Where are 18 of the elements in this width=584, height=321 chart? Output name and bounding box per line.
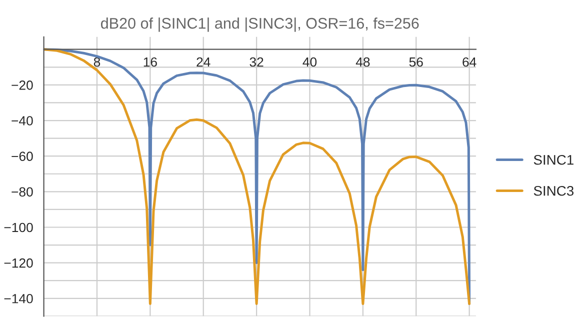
y-tick-label: −20 [12,80,33,90]
y-tick-label: −140 [4,294,33,304]
y-tick-label: −60 [12,152,33,162]
y-tick-label: −40 [12,116,33,126]
x-tick-label: 16 [144,57,157,67]
x-tick-label: 48 [356,57,370,67]
x-tick-label: 32 [250,57,264,67]
y-tick-label: −80 [12,187,33,197]
x-tick-label: 8 [94,57,100,67]
chart-title: dB20 of |SINC1| and |SINC3|, OSR=16, fs=256 [100,18,419,32]
x-tick-label: 56 [409,57,423,67]
x-tick-label: 64 [462,57,476,67]
y-tick-label: −100 [4,222,33,232]
x-tick-label: 40 [302,57,317,67]
legend-label: SINC3 [534,186,574,196]
y-tick-label: −120 [4,258,33,268]
legend-label: SINC1 [534,154,574,165]
x-tick-label: 24 [196,57,210,67]
